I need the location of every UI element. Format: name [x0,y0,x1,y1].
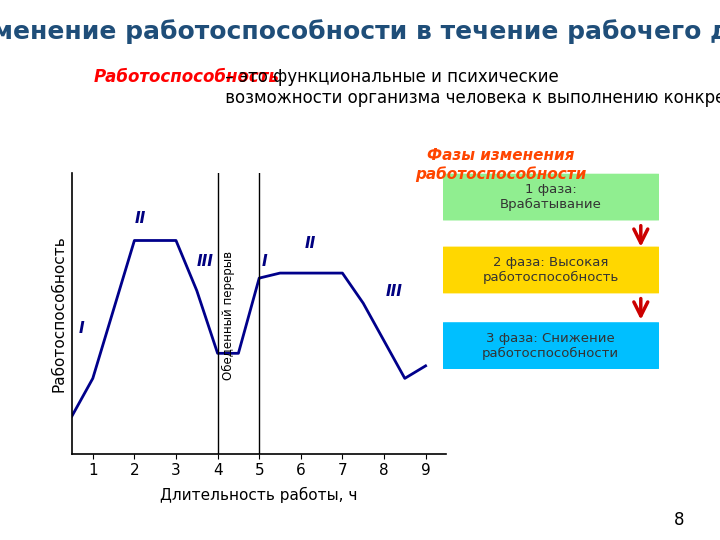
Text: 2 фаза: Высокая
работоспособность: 2 фаза: Высокая работоспособность [482,256,619,284]
Text: I: I [78,321,84,336]
FancyBboxPatch shape [434,321,667,370]
Text: III: III [386,284,403,299]
X-axis label: Длительность работы, ч: Длительность работы, ч [161,487,358,503]
Text: I: I [261,254,267,268]
FancyBboxPatch shape [434,245,667,295]
Text: Изменение работоспособности в течение рабочего дня: Изменение работоспособности в течение ра… [0,19,720,44]
Text: II: II [305,236,316,251]
FancyBboxPatch shape [434,172,667,222]
Text: II: II [135,211,145,226]
Text: Фазы изменения
работоспособности: Фазы изменения работоспособности [415,148,586,182]
Text: Обеденный перерыв: Обеденный перерыв [222,251,235,380]
Text: III: III [197,254,214,268]
Y-axis label: Работоспособность: Работоспособность [51,235,66,392]
Text: 8: 8 [673,511,684,529]
Text: 3 фаза: Снижение
работоспособности: 3 фаза: Снижение работоспособности [482,332,619,360]
Text: – это функциональные и психические
 возможности организма человека к выполнению : – это функциональные и психические возмо… [220,68,720,106]
Text: Работоспособность: Работоспособность [94,68,279,85]
Text: 1 фаза:
Врабатывание: 1 фаза: Врабатывание [500,183,602,211]
